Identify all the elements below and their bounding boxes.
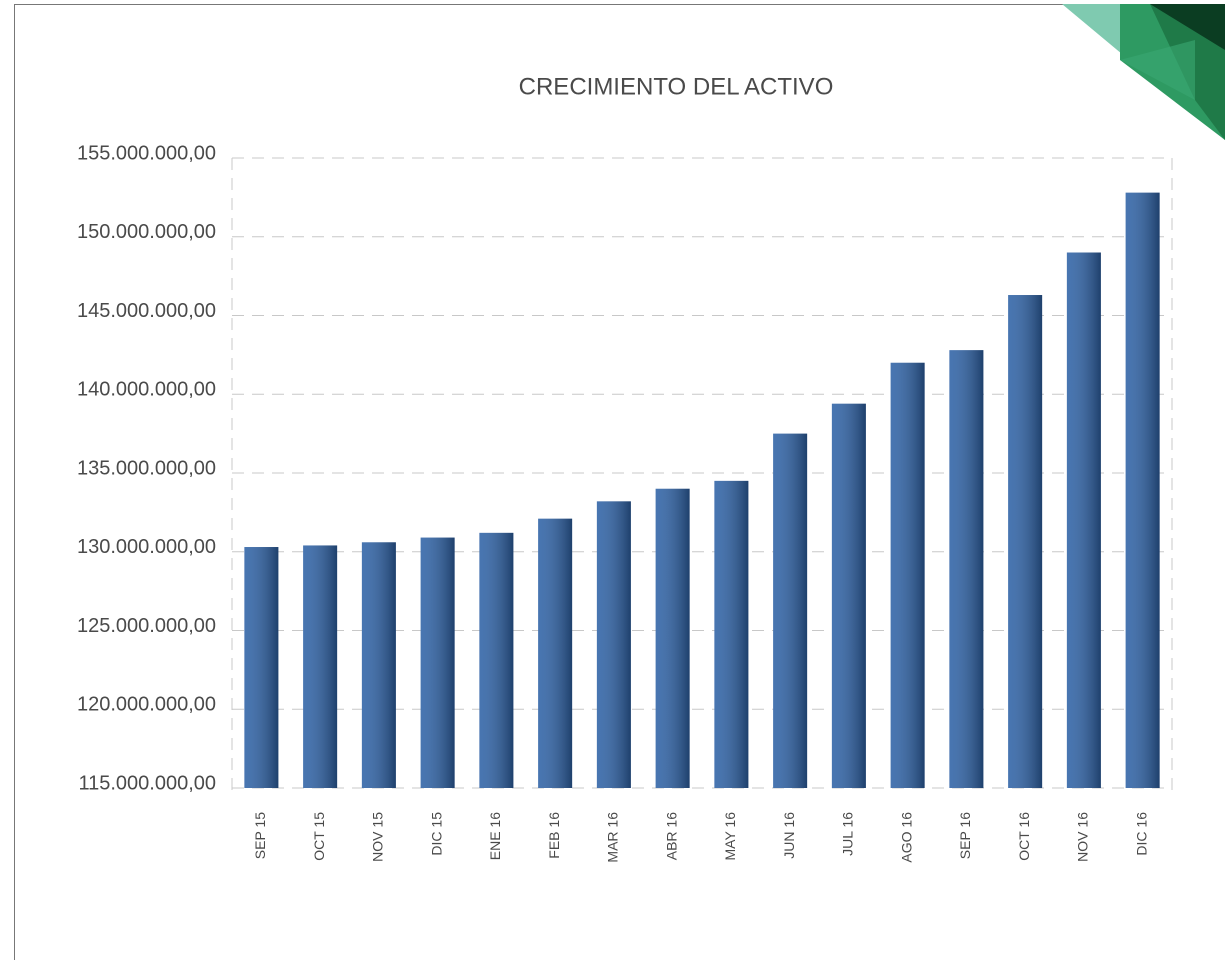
- x-tick-label: ABR 16: [663, 812, 679, 860]
- bar-shade: [949, 350, 984, 788]
- y-tick-label: 155.000.000,00: [77, 142, 216, 164]
- y-tick-label: 145.000.000,00: [77, 300, 216, 322]
- bar-shade: [1066, 252, 1101, 788]
- bar-shade: [890, 362, 925, 788]
- x-tick-label: JUL 16: [840, 812, 856, 856]
- bar-shade: [1008, 295, 1043, 788]
- y-tick-label: 140.000.000,00: [77, 379, 216, 401]
- x-tick-label: FEB 16: [546, 812, 562, 859]
- corner-decoration: [1062, 4, 1225, 140]
- y-tick-label: 130.000.000,00: [77, 536, 216, 558]
- x-tick-label: SEP 15: [252, 812, 268, 859]
- bar-shade: [244, 547, 279, 788]
- x-tick-label: MAR 16: [605, 812, 621, 863]
- bar-shade: [479, 532, 514, 788]
- bar-shade: [655, 488, 690, 788]
- x-tick-label: MAY 16: [722, 812, 738, 861]
- x-tick-label: NOV 15: [370, 812, 386, 862]
- bar-shade: [596, 501, 631, 788]
- y-tick-label: 135.000.000,00: [77, 457, 216, 479]
- y-tick-label: 115.000.000,00: [78, 772, 216, 794]
- bar-shade: [420, 537, 455, 788]
- x-tick-label: AGO 16: [898, 812, 914, 863]
- frame: [14, 4, 1225, 960]
- x-tick-label: DIC 16: [1133, 812, 1149, 856]
- x-tick-label: ENE 16: [487, 812, 503, 860]
- bar-shade: [1125, 192, 1160, 788]
- bar-shade: [303, 545, 338, 788]
- y-tick-label: 120.000.000,00: [77, 694, 216, 716]
- bar-shade: [714, 480, 749, 788]
- x-tick-label: SEP 16: [957, 812, 973, 859]
- x-tick-label: OCT 15: [311, 812, 327, 861]
- bar-shade: [831, 403, 866, 788]
- x-tick-label: DIC 15: [428, 812, 444, 856]
- x-tick-label: OCT 16: [1016, 812, 1032, 861]
- bar-shade: [773, 433, 808, 788]
- y-tick-label: 150.000.000,00: [77, 221, 216, 243]
- chart-title: CRECIMIENTO DEL ACTIVO: [519, 73, 834, 100]
- bar-shade: [538, 518, 573, 788]
- y-tick-label: 125.000.000,00: [77, 615, 216, 637]
- x-tick-label: JUN 16: [781, 812, 797, 859]
- bar-shade: [361, 542, 396, 788]
- x-tick-label: NOV 16: [1075, 812, 1091, 862]
